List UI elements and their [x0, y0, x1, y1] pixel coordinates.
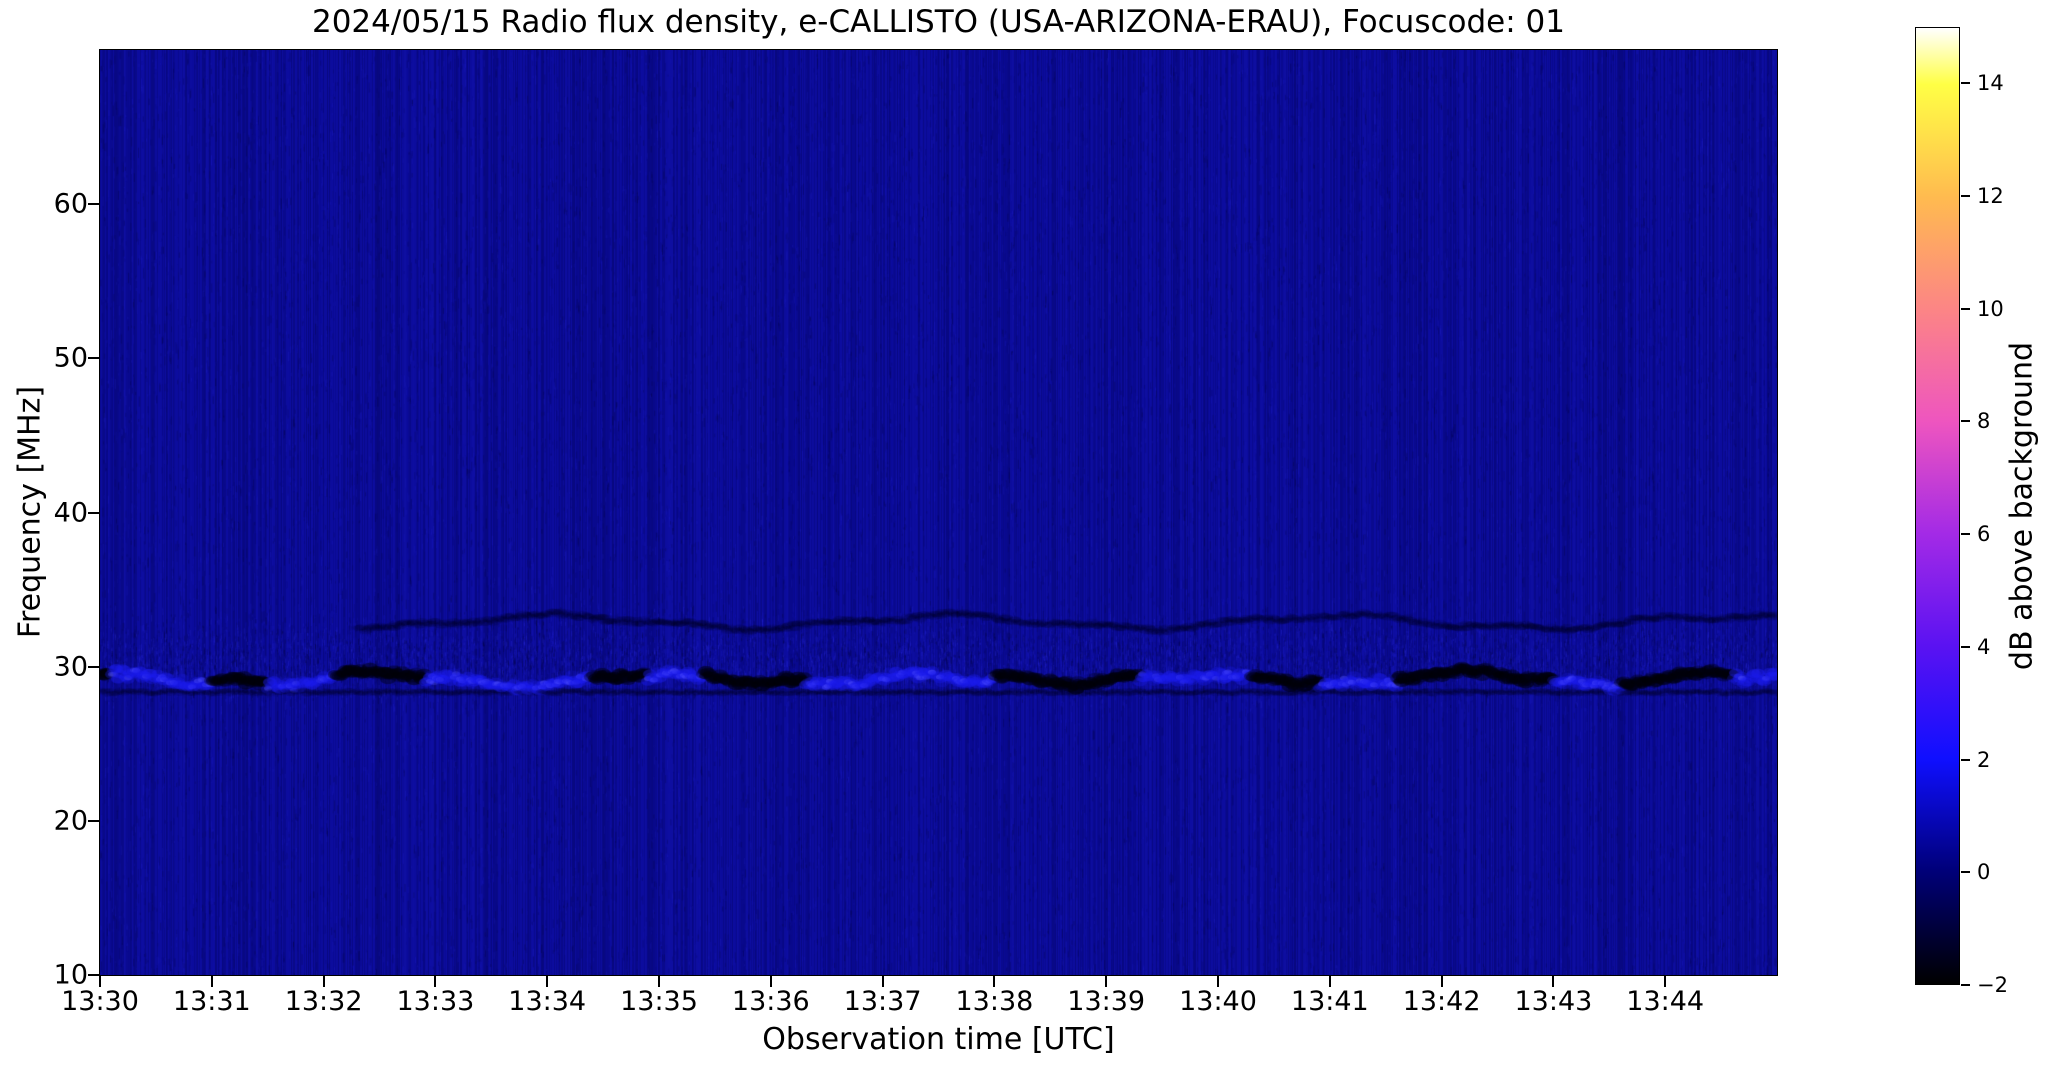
x-tick-mark	[99, 976, 101, 987]
y-tick-mark	[88, 819, 99, 822]
spectrogram-heatmap	[100, 50, 1777, 975]
x-tick-mark	[769, 976, 772, 987]
y-tick-label: 10	[53, 959, 88, 991]
x-axis-label: Observation time [UTC]	[762, 1022, 1115, 1057]
x-tick-mark	[881, 976, 884, 987]
colorbar-tick-mark	[1961, 758, 1970, 761]
y-tick-mark	[88, 511, 99, 514]
x-tick-label: 13:39	[1067, 986, 1146, 1017]
x-tick-mark	[1440, 976, 1443, 987]
colorbar-tick-mark	[1961, 420, 1970, 423]
y-tick-mark	[88, 203, 99, 206]
x-tick-mark	[1552, 976, 1555, 987]
y-tick-mark	[88, 974, 99, 976]
x-tick-label: 13:37	[843, 986, 922, 1017]
colorbar-tick-label: 12	[1977, 184, 2004, 209]
plot-area	[99, 49, 1778, 976]
x-tick-label: 13:30	[61, 986, 139, 1017]
colorbar-tick-mark	[1961, 984, 1970, 986]
x-tick-label: 13:32	[284, 986, 363, 1017]
y-tick-label: 30	[53, 651, 88, 683]
colorbar-label: dB above background	[2004, 341, 2040, 671]
colorbar-tick-label: 10	[1977, 296, 2004, 321]
x-tick-label: 13:41	[1290, 986, 1369, 1017]
x-tick-mark	[1105, 976, 1108, 987]
colorbar-tick-mark	[1961, 82, 1970, 85]
x-tick-label: 13:33	[396, 986, 475, 1017]
x-tick-label: 13:40	[1179, 986, 1257, 1017]
colorbar-tick-label: 2	[1977, 747, 1991, 772]
y-tick-label: 50	[53, 342, 88, 374]
x-tick-label: 13:36	[731, 986, 810, 1017]
y-tick-label: 20	[53, 805, 88, 837]
x-tick-label: 13:34	[508, 986, 587, 1017]
y-axis-label: Frequency [MHz]	[12, 385, 48, 639]
x-tick-label: 13:43	[1514, 986, 1593, 1017]
colorbar-tick-label: 6	[1977, 522, 1991, 547]
colorbar-tick-mark	[1961, 307, 1970, 310]
chart-title: 2024/05/15 Radio flux density, e-CALLIST…	[311, 4, 1565, 40]
x-tick-label: 13:35	[620, 986, 698, 1017]
x-tick-mark	[658, 976, 660, 987]
colorbar-tick-label: 14	[1977, 71, 2004, 96]
colorbar-tick-mark	[1961, 645, 1970, 648]
colorbar-tick-mark	[1961, 871, 1970, 874]
colorbar-tick-label: 0	[1977, 860, 1991, 885]
x-tick-mark	[993, 976, 996, 987]
x-tick-mark	[434, 976, 437, 987]
y-tick-mark	[88, 357, 99, 360]
colorbar-tick-label: 4	[1977, 634, 1991, 659]
x-tick-mark	[1664, 976, 1667, 987]
y-tick-mark	[88, 665, 99, 668]
y-tick-label: 40	[53, 497, 88, 528]
x-tick-label: 13:31	[172, 986, 251, 1017]
x-tick-mark	[1328, 976, 1331, 987]
x-tick-mark	[546, 976, 549, 987]
x-tick-label: 13:38	[955, 986, 1034, 1017]
x-tick-label: 13:44	[1626, 986, 1705, 1017]
colorbar-tick-mark	[1961, 533, 1970, 536]
colorbar-tick-label: −2	[1977, 973, 2008, 997]
x-tick-mark	[210, 976, 213, 987]
x-tick-mark	[1217, 976, 1219, 987]
x-tick-label: 13:42	[1402, 986, 1481, 1017]
colorbar-tick-label: 8	[1977, 409, 1991, 434]
y-tick-label: 60	[53, 188, 88, 220]
x-tick-mark	[322, 976, 325, 987]
colorbar-tick-mark	[1961, 195, 1970, 198]
colorbar	[1915, 27, 1960, 985]
